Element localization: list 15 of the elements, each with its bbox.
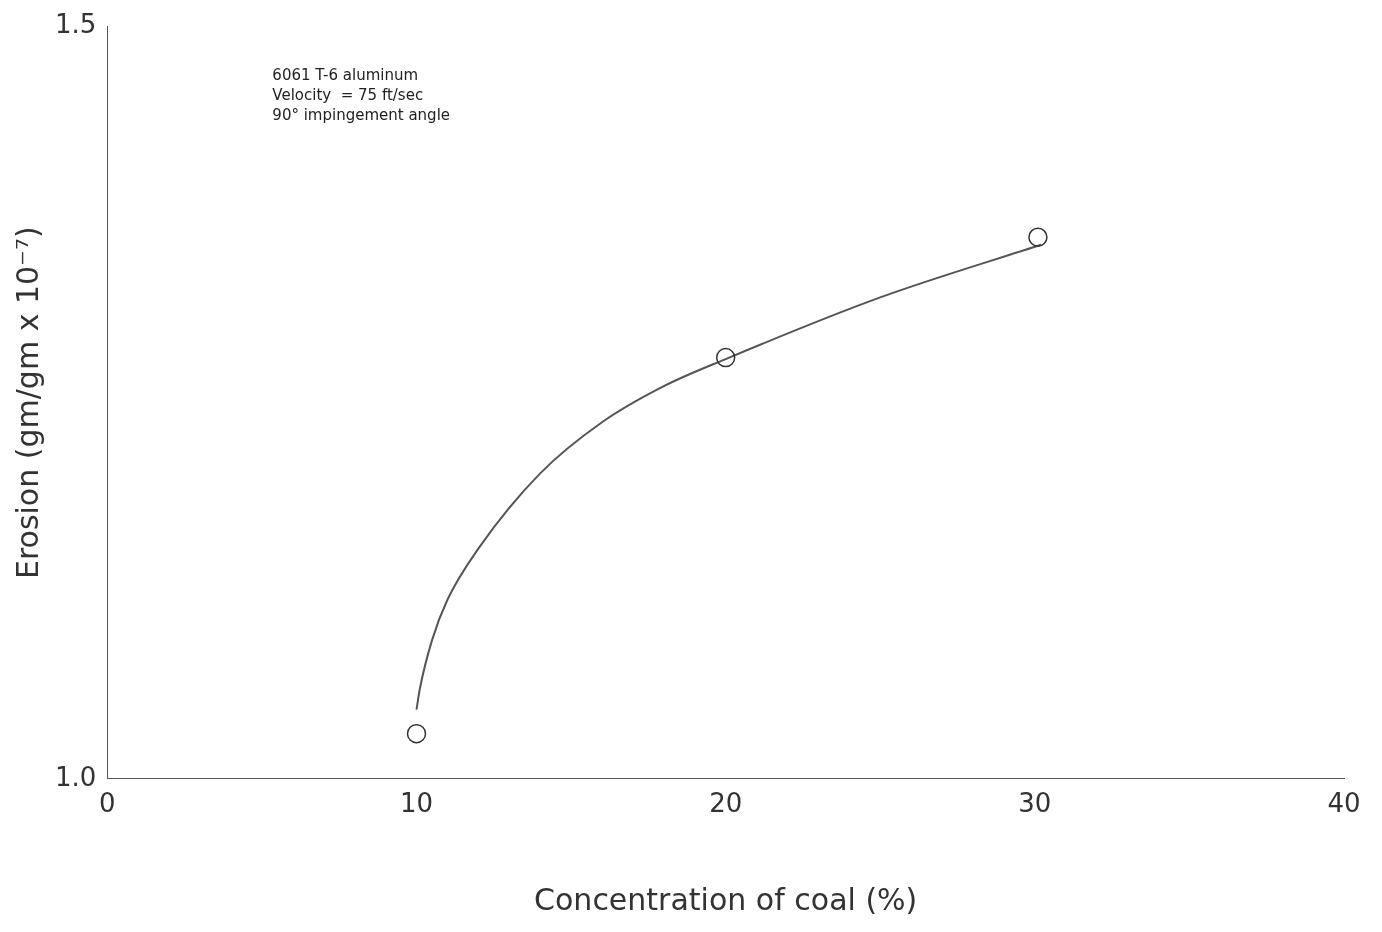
annotation: Velocity = 75 ft/sec	[272, 85, 424, 104]
point	[715, 347, 736, 368]
y-axis-title: Erosion (gm/gm x 10⁻⁷)	[9, 226, 45, 580]
annotation: 90° impingement angle	[272, 105, 451, 124]
annotation: 6061 T-6 aluminum	[272, 65, 419, 84]
x-axis-title: Concentration of coal (%)	[534, 881, 918, 917]
x-tick-label: 40	[1327, 788, 1361, 819]
x-tick-label: 20	[709, 788, 743, 819]
x-tick-label: 0	[99, 788, 116, 819]
y-tick-label: 1.5	[54, 9, 97, 40]
point	[406, 723, 427, 744]
y-tick-label: 1.0	[54, 761, 97, 792]
x-tick-label: 30	[1018, 788, 1052, 819]
x-tick-label: 10	[399, 788, 434, 819]
point	[1028, 227, 1048, 247]
